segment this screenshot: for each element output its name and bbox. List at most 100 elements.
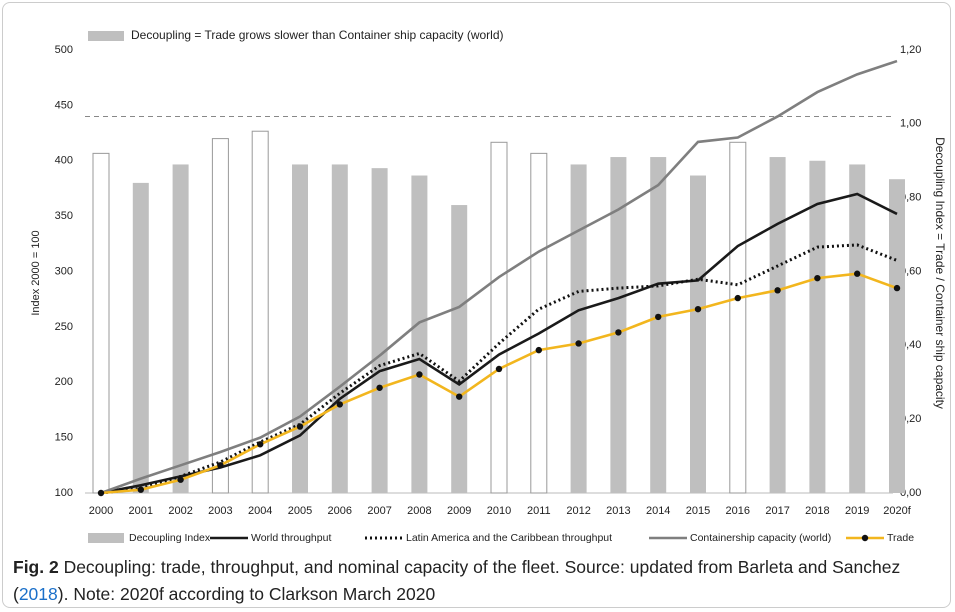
- marker: [615, 329, 622, 336]
- x-tick-label: 2005: [288, 505, 312, 517]
- bar: [809, 160, 826, 493]
- y2-axis-title: Decoupling Index = Trade / Container shi…: [933, 137, 947, 409]
- chart: Decoupling = Trade grows slower than Con…: [30, 28, 947, 544]
- marker: [257, 441, 264, 448]
- y-axis-title: Index 2000 = 100: [30, 230, 42, 315]
- y-tick-label: 500: [55, 44, 73, 56]
- caption-link[interactable]: 2018: [18, 584, 58, 604]
- x-tick-label: 2011: [527, 505, 551, 517]
- y2-tick-label: 0,60: [900, 265, 921, 277]
- marker: [893, 284, 901, 292]
- line: [100, 59, 898, 495]
- marker: [177, 476, 184, 483]
- legend-label: Trade: [887, 532, 914, 544]
- bar: [451, 205, 468, 494]
- bar: [570, 164, 587, 494]
- marker: [217, 462, 224, 469]
- bar: [292, 164, 308, 494]
- x-tick-label: 2016: [726, 505, 750, 517]
- line: [100, 243, 898, 495]
- annotation-swatch: [88, 31, 124, 41]
- y2-tick-label: 1,00: [900, 118, 921, 130]
- caption: Fig. 2 Decoupling: trade, throughput, an…: [13, 554, 948, 607]
- y-tick-label: 100: [55, 487, 73, 499]
- y-tick-label: 150: [55, 432, 73, 444]
- y-tick-label: 350: [55, 210, 73, 222]
- marker: [137, 486, 144, 493]
- caption-label: Fig. 2: [13, 557, 59, 577]
- x-tick-label: 2008: [407, 505, 431, 517]
- bar: [650, 157, 667, 493]
- x-tick-label: 2000: [89, 505, 113, 517]
- marker: [336, 401, 343, 408]
- y2-tick-label: 0,40: [900, 339, 921, 351]
- legend-label: Containership capacity (world): [690, 532, 831, 544]
- x-tick-label: 2020f: [883, 505, 911, 517]
- bar: [889, 179, 905, 494]
- bar: [769, 157, 786, 493]
- x-tick-label: 2004: [248, 505, 272, 517]
- bar: [530, 152, 548, 494]
- marker: [854, 270, 861, 277]
- x-tick-label: 2006: [328, 505, 352, 517]
- legend-swatch: [88, 533, 124, 543]
- x-tick-label: 2013: [606, 505, 630, 517]
- bar: [172, 164, 189, 494]
- y-tick-label: 250: [55, 321, 73, 333]
- x-tick-label: 2003: [208, 505, 232, 517]
- y-tick-label: 200: [55, 376, 73, 388]
- bar: [132, 182, 149, 493]
- marker: [694, 305, 702, 313]
- x-tick-label: 2010: [487, 505, 511, 517]
- marker: [655, 313, 662, 321]
- x-tick-label: 2012: [566, 505, 590, 517]
- caption-text: Decoupling: trade, throughput, and nomin…: [13, 557, 901, 604]
- marker: [535, 346, 542, 354]
- y2-tick-label: 0,80: [900, 192, 921, 204]
- annotation: Decoupling = Trade grows slower than Con…: [131, 28, 504, 42]
- legend-marker: [861, 534, 869, 542]
- marker: [296, 423, 304, 430]
- bar: [211, 138, 229, 494]
- y2-tick-label: 1,20: [900, 44, 921, 56]
- bar: [331, 164, 348, 494]
- marker: [495, 365, 503, 373]
- bar: [490, 141, 508, 494]
- marker: [416, 371, 423, 378]
- marker: [734, 294, 741, 302]
- x-tick-label: 2014: [646, 505, 670, 517]
- y-tick-label: 450: [55, 99, 73, 111]
- x-tick-label: 2009: [447, 505, 471, 517]
- bar: [849, 164, 866, 494]
- marker: [575, 340, 582, 347]
- legend-label: Latin America and the Caribbean throughp…: [406, 532, 612, 544]
- y-tick-label: 400: [55, 155, 73, 167]
- bar: [729, 141, 747, 494]
- y2-tick-label: 0,00: [900, 487, 921, 499]
- bar: [610, 157, 627, 493]
- x-tick-label: 2017: [765, 505, 789, 517]
- bar: [92, 152, 110, 494]
- caption-text: ). Note: 2020f according to Clarkson Mar…: [57, 584, 436, 604]
- bar: [690, 175, 706, 493]
- marker: [97, 489, 105, 497]
- x-tick-label: 2018: [805, 505, 829, 517]
- bar: [251, 130, 269, 494]
- legend-label: Decoupling Index: [129, 532, 211, 544]
- x-tick-label: 2015: [686, 505, 710, 517]
- legend-label: World throughput: [251, 532, 331, 544]
- marker: [376, 384, 383, 391]
- marker: [774, 287, 781, 294]
- marker: [814, 274, 821, 282]
- x-tick-label: 2019: [845, 505, 869, 517]
- x-tick-label: 2001: [129, 505, 153, 517]
- x-tick-label: 2007: [367, 505, 391, 517]
- bar: [411, 175, 428, 493]
- x-tick-label: 2002: [168, 505, 192, 517]
- marker: [456, 393, 463, 400]
- y2-tick-label: 0,20: [900, 413, 921, 425]
- bar: [371, 168, 388, 493]
- line: [100, 192, 898, 495]
- y-tick-label: 300: [55, 265, 73, 277]
